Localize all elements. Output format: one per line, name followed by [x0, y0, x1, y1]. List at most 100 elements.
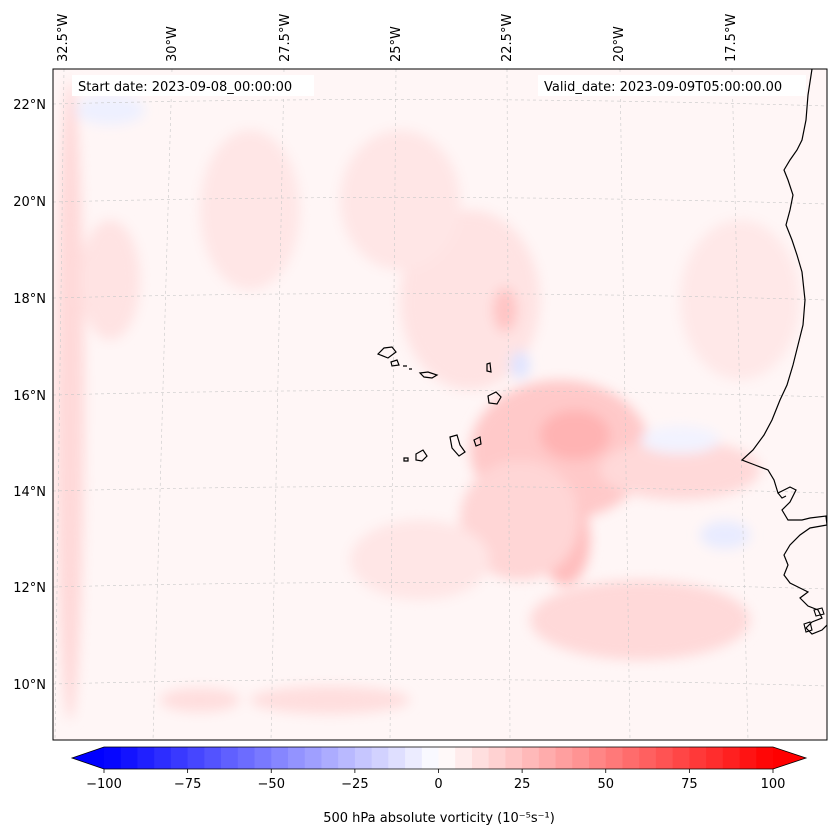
lon-label-25w: 25°W — [389, 26, 404, 62]
vorticity-field — [56, 80, 800, 720]
valid-date-box — [538, 75, 806, 96]
meridian — [270, 69, 285, 740]
island-boa-vista — [487, 391, 502, 405]
colorbar-tick-label: −25 — [341, 777, 368, 792]
lon-label-32-5w: 32.5°W — [56, 14, 71, 62]
lat-label-20n: 20°N — [13, 195, 46, 210]
parallel — [53, 293, 827, 301]
colorbar-segment — [304, 747, 322, 769]
lat-label-16n: 16°N — [13, 389, 46, 404]
colorbar-tick-label: 25 — [514, 777, 531, 792]
colorbar-low-extend — [72, 747, 104, 769]
vorticity-positive-patch — [460, 460, 580, 580]
vorticity-positive-patch — [80, 220, 140, 340]
lat-label-14n: 14°N — [13, 485, 46, 500]
colorbar-segment — [204, 747, 222, 769]
vorticity-positive-patch — [160, 688, 240, 712]
colorbar-segment — [722, 747, 740, 769]
colorbar-segment — [505, 747, 523, 769]
latitude-labels: 22°N 20°N 18°N 16°N 14°N 12°N 10°N — [13, 98, 46, 693]
lat-label-10n: 10°N — [13, 678, 46, 693]
lon-label-17-5w: 17.5°W — [724, 14, 739, 62]
parallel — [53, 582, 827, 590]
island-sao-nicolau — [418, 371, 439, 379]
parallel — [53, 679, 827, 687]
colorbar-tick-label: 50 — [597, 777, 614, 792]
vorticity-positive-patch — [530, 580, 750, 660]
vorticity-positive-patch — [56, 80, 84, 720]
vorticity-negative-patch — [75, 95, 145, 125]
lon-label-22-5w: 22.5°W — [500, 14, 515, 62]
colorbar-segment — [170, 747, 189, 769]
vorticity-negative-patch — [510, 351, 530, 379]
valid-date-label: Valid_date: 2023-09-09T05:00:00.00 — [544, 80, 782, 95]
colorbar-segment — [655, 747, 674, 769]
colorbar-segment — [672, 747, 690, 769]
colorbar-segment — [605, 747, 623, 769]
colorbar-segment — [689, 747, 707, 769]
island-santa-luzia — [403, 365, 412, 370]
lon-label-30w: 30°W — [165, 26, 180, 62]
colorbar-segment — [522, 747, 540, 769]
start-date-box — [72, 75, 314, 96]
colorbar-segment — [438, 747, 456, 769]
vorticity-positive-patch — [350, 520, 490, 600]
vorticity-positive-patch — [200, 130, 300, 290]
vorticity-positive-patch — [680, 220, 800, 380]
island-fogo — [415, 449, 428, 462]
colorbar-segment — [321, 747, 339, 769]
lat-label-18n: 18°N — [13, 292, 46, 307]
meridian — [731, 69, 749, 740]
lat-label-22n: 22°N — [13, 98, 46, 113]
island-santo-antao — [376, 346, 397, 359]
colorbar-segment — [388, 747, 406, 769]
map-panel: Start date: 2023-09-08_00:00:00 Valid_da… — [53, 69, 827, 740]
lon-label-27-5w: 27.5°W — [278, 14, 293, 62]
parallel — [53, 197, 827, 205]
colorbar-segment — [555, 747, 573, 769]
vorticity-negative-patch — [700, 521, 750, 549]
vorticity-positive-patch — [600, 440, 760, 500]
colorbar-segments — [104, 747, 774, 769]
vorticity-positive-patch — [540, 410, 610, 460]
colorbar-segment — [739, 747, 757, 769]
colorbar-segment — [137, 747, 155, 769]
start-date-label: Start date: 2023-09-08_00:00:00 — [78, 80, 292, 95]
longitude-labels: 32.5°W 30°W 27.5°W 25°W 22.5°W 20°W 17.5… — [56, 14, 739, 62]
colorbar-segment — [237, 747, 255, 769]
vorticity-negative-patch — [640, 426, 720, 454]
colorbar-label: 500 hPa absolute vorticity (10⁻⁵s⁻¹) — [323, 811, 555, 826]
meridian — [389, 69, 397, 740]
colorbar-segment — [271, 747, 289, 769]
colorbar-tick-label: −75 — [174, 777, 201, 792]
colorbar-segment — [405, 747, 423, 769]
meridian — [152, 69, 173, 740]
parallel — [53, 390, 827, 398]
colorbar-segment — [154, 747, 172, 769]
colorbar-segment — [421, 747, 439, 769]
island-santiago — [449, 434, 466, 457]
colorbar-segment — [538, 747, 556, 769]
colorbar-segment — [706, 747, 724, 769]
colorbar-ticks: −100 −75 −50 −25 0 25 50 75 100 — [86, 769, 785, 792]
colorbar-segment — [639, 747, 657, 769]
lon-label-20w: 20°W — [612, 26, 627, 62]
colorbar-segment — [471, 747, 490, 769]
colorbar-segment — [120, 747, 138, 769]
colorbar-segment — [371, 747, 389, 769]
lat-label-12n: 12°N — [13, 581, 46, 596]
island-brava — [403, 457, 409, 462]
vorticity-positive-patch — [250, 686, 410, 714]
colorbar-segment — [354, 747, 372, 769]
island-sao-vicente — [390, 359, 400, 367]
bijagos-island — [803, 621, 813, 633]
colorbar-segment — [756, 747, 774, 769]
colorbar-segment — [104, 747, 122, 769]
colorbar-segment — [455, 747, 473, 769]
parallel — [53, 486, 827, 494]
parallel — [53, 99, 827, 107]
colorbar-segment — [622, 747, 640, 769]
colorbar-segment — [488, 747, 506, 769]
colorbar-segment — [338, 747, 356, 769]
